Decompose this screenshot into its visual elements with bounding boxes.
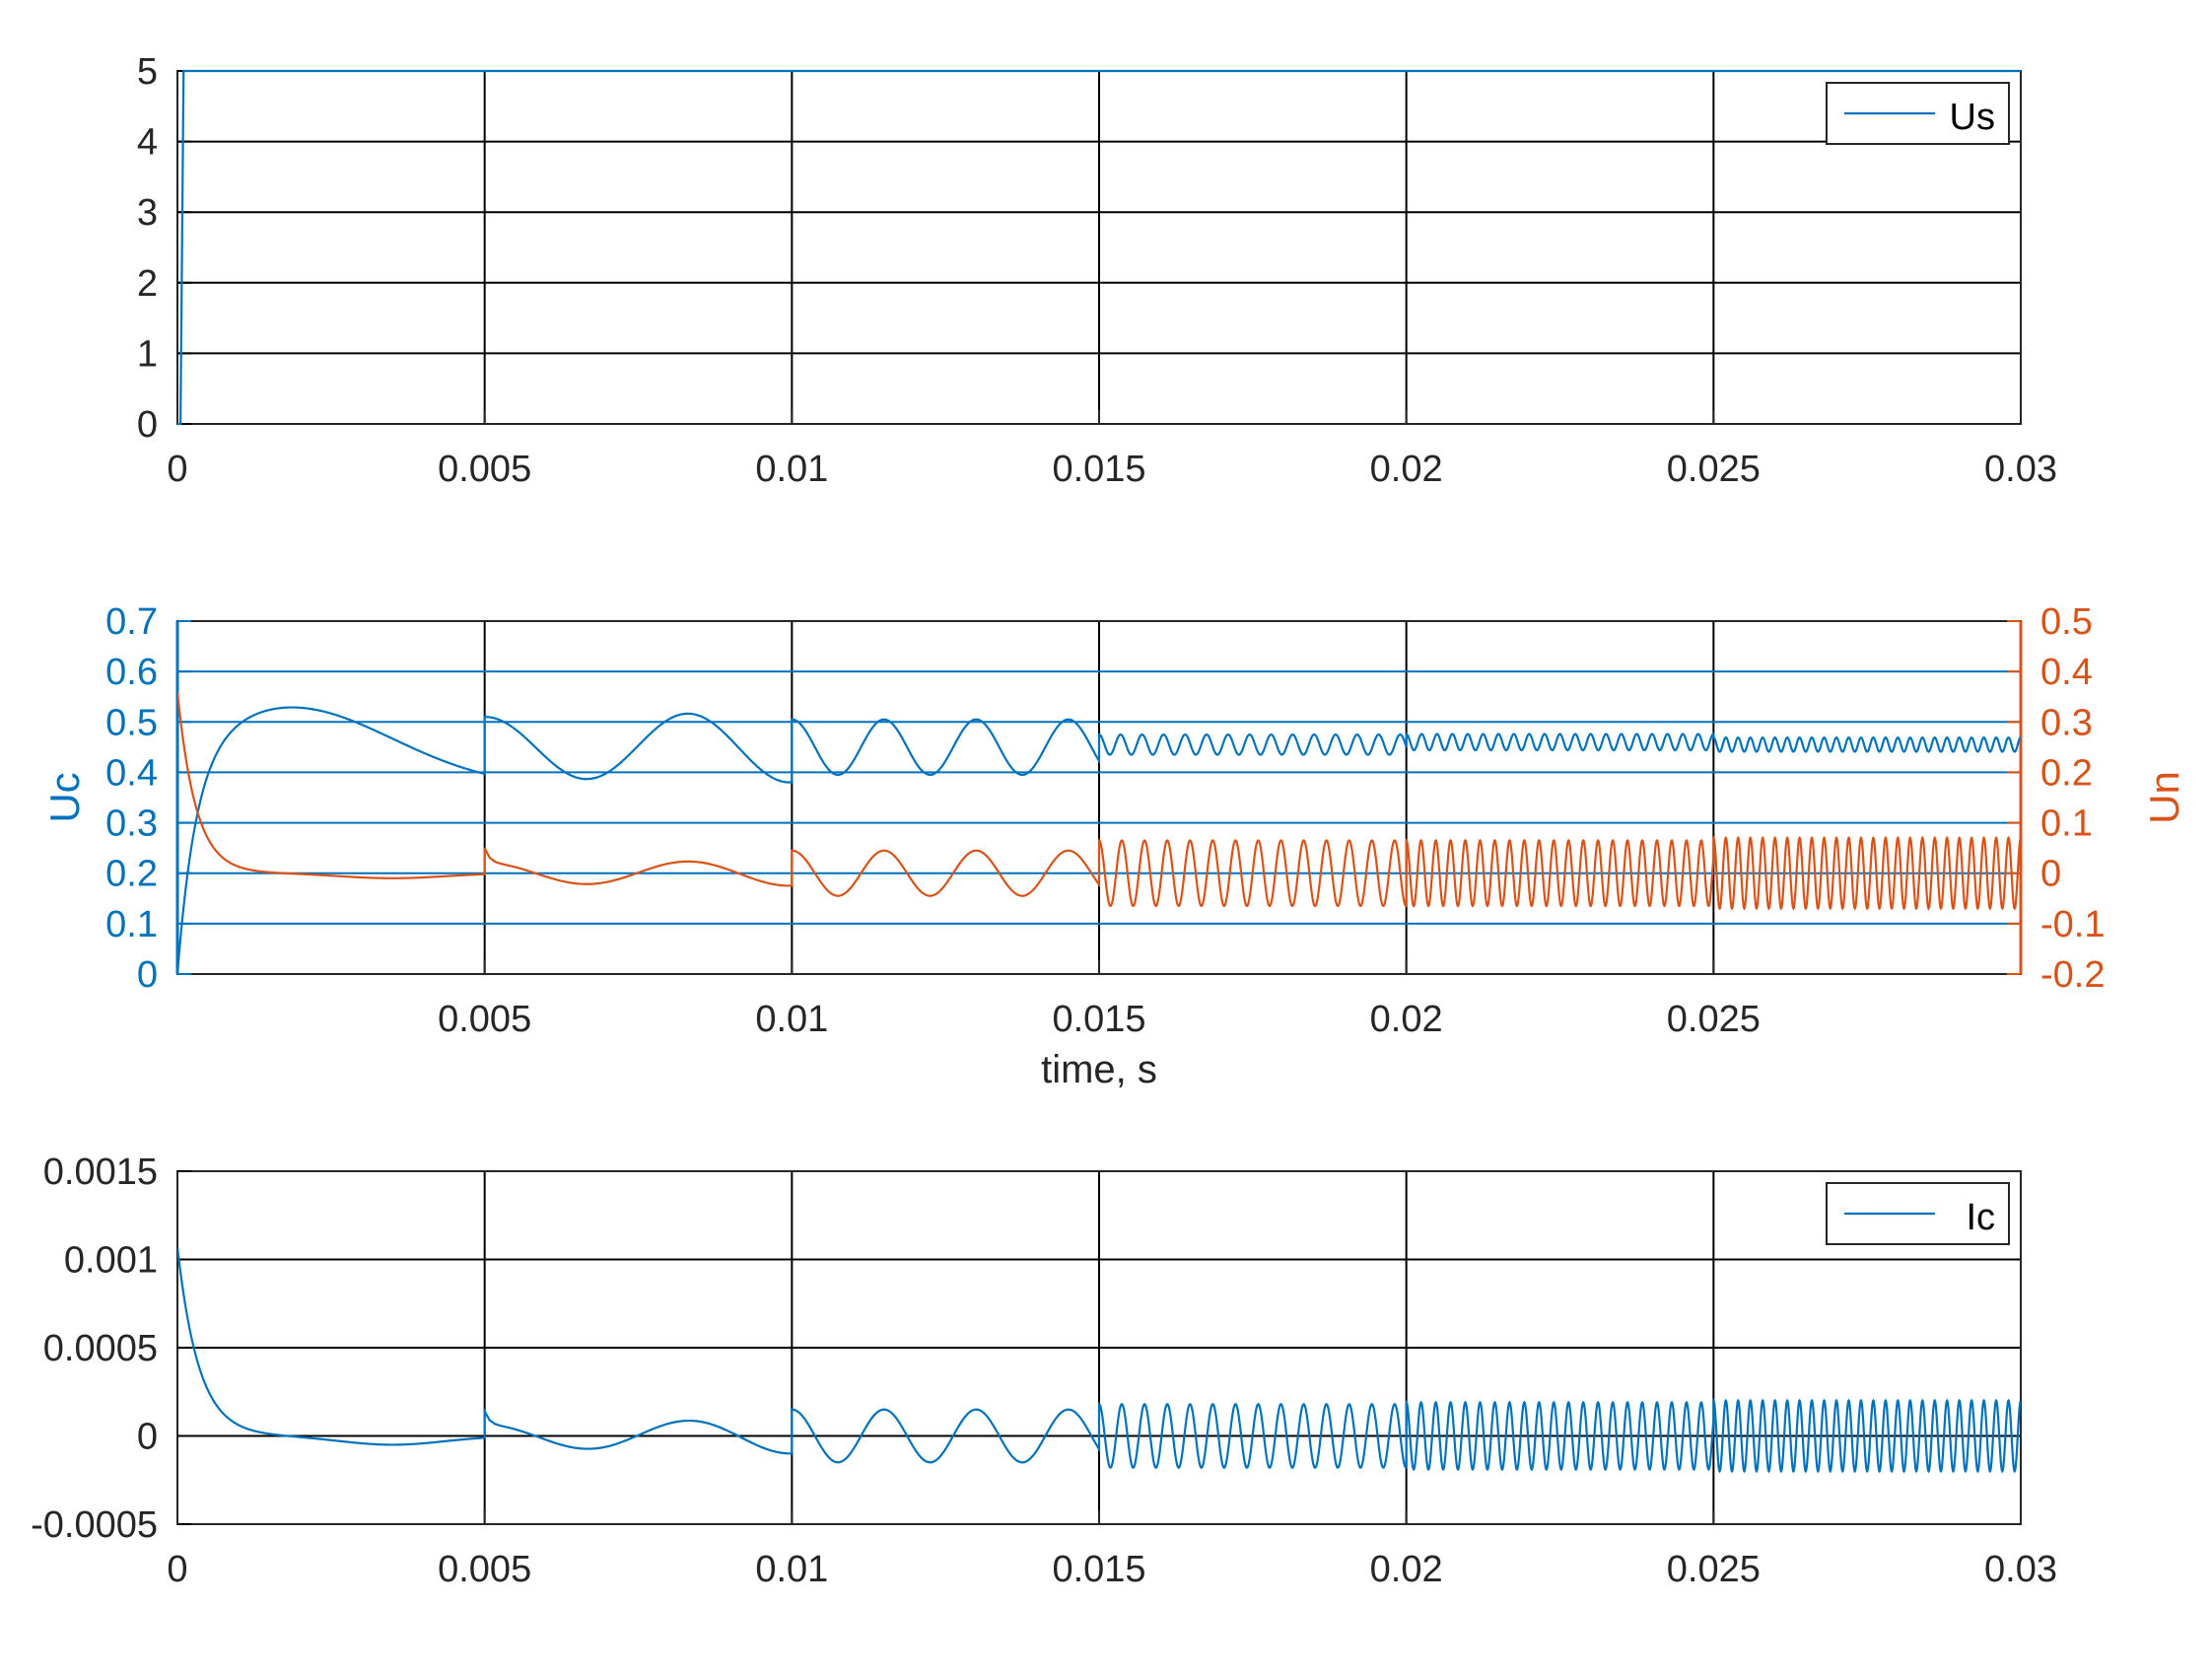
series-line-un — [177, 691, 2021, 911]
x-tick-label: 0.005 — [438, 1549, 531, 1590]
y-tick-label: 4 — [137, 122, 158, 164]
x-tick-label: 0.01 — [755, 449, 828, 490]
legend-entry: Us — [1950, 97, 1995, 138]
x-tick-label: 0 — [167, 1549, 187, 1590]
series-line-ic — [177, 1246, 2021, 1474]
x-tick-label: 0.015 — [1052, 1549, 1145, 1590]
x-tick-label: 0.015 — [1052, 999, 1145, 1040]
y-tick-label: 0.6 — [105, 652, 158, 693]
series-line-uc — [177, 706, 2021, 975]
x-tick-label: 0.02 — [1370, 999, 1443, 1040]
y-tick-label: 1 — [137, 333, 158, 375]
x-tick-label: 0.025 — [1667, 449, 1761, 490]
y-tick-label: 0.4 — [105, 752, 158, 794]
y-tick-label: 0.1 — [105, 904, 158, 945]
y-tick-label: 0 — [137, 954, 158, 996]
x-tick-label: 0.005 — [438, 999, 531, 1040]
y-tick-label: 0.5 — [105, 702, 158, 743]
y-tick-label: -0.0005 — [31, 1504, 158, 1546]
legend: Us — [1826, 82, 2010, 145]
x-tick-label: 0.015 — [1052, 449, 1145, 490]
x-tick-label: 0.01 — [755, 999, 828, 1040]
y-tick-label: 0.3 — [105, 803, 158, 845]
right-y-tick-label: -0.2 — [2040, 954, 2105, 996]
legend: Ic — [1826, 1182, 2010, 1245]
right-y-axis-label: Un — [2141, 771, 2187, 824]
y-tick-label: 0 — [137, 404, 158, 446]
x-tick-label: 0.03 — [1984, 1549, 2057, 1590]
y-tick-label: 3 — [137, 192, 158, 234]
right-y-tick-label: 0.4 — [2040, 652, 2093, 693]
x-tick-label: 0 — [167, 449, 187, 490]
right-y-tick-label: 0.2 — [2040, 752, 2093, 794]
y-tick-label: 0.0015 — [43, 1152, 158, 1193]
right-y-tick-label: 0.3 — [2040, 702, 2093, 743]
y-tick-label: 0.001 — [64, 1240, 158, 1282]
x-tick-label: 0.03 — [1984, 449, 2057, 490]
right-y-tick-label: -0.1 — [2040, 904, 2105, 945]
x-tick-label: 0.025 — [1667, 999, 1761, 1040]
y-tick-label: 0.2 — [105, 854, 158, 895]
right-y-tick-label: 0.5 — [2040, 601, 2093, 643]
x-tick-label: 0.01 — [755, 1549, 828, 1590]
y-tick-label: 5 — [137, 51, 158, 93]
y-tick-label: 0.7 — [105, 601, 158, 643]
legend-entry: Ic — [1966, 1197, 1995, 1238]
y-tick-label: 0 — [137, 1417, 158, 1458]
x-tick-label: 0.025 — [1667, 1549, 1761, 1590]
right-y-tick-label: 0 — [2040, 854, 2061, 895]
uc-un-plot: 0 0.1 0.2 0.3 0.4 0.5 0.6 0.7 -0.2 -0.1 0 0.1 0.2 0.3… — [41, 601, 2187, 1091]
us-plot: 0 1 2 3 4 5 0 0.005 0.01 0.015 0.02 0.025 0.03 Us — [137, 51, 2057, 490]
right-y-tick-label: 0.1 — [2040, 803, 2093, 845]
series-line-us — [177, 69, 2021, 426]
left-y-axis-label: Uc — [41, 772, 88, 822]
y-tick-label: 0.0005 — [43, 1328, 158, 1369]
y-tick-label: 2 — [137, 263, 158, 305]
x-tick-label: 0.02 — [1370, 1549, 1443, 1590]
x-axis-label: time, s — [1041, 1048, 1157, 1091]
x-tick-label: 0.005 — [438, 449, 531, 490]
x-tick-label: 0.02 — [1370, 449, 1443, 490]
